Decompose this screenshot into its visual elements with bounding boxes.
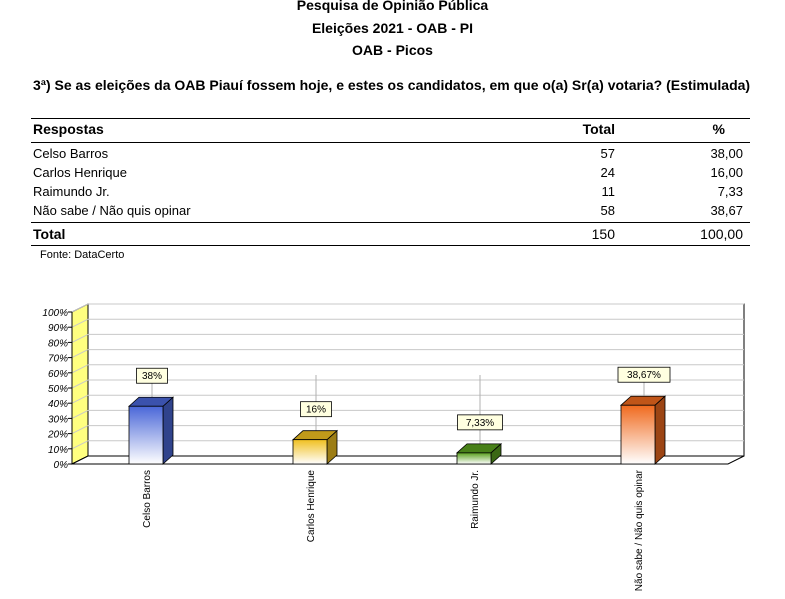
row-total: 58: [600, 203, 615, 218]
row-percent: 7,33: [717, 184, 743, 199]
row-percent: 38,00: [710, 146, 743, 161]
row-percent: 16,00: [710, 165, 743, 180]
y-tick-label: 30%: [48, 414, 68, 425]
y-tick-label: 0%: [54, 460, 69, 471]
data-label-box: [300, 401, 332, 418]
x-category-label: Raimundo Jr.: [470, 470, 481, 529]
table-bottom-rule: [31, 245, 750, 246]
row-percent: 38,67: [710, 203, 743, 218]
table-header-rule: [31, 142, 750, 143]
y-gridline-diagonal: [71, 425, 89, 435]
data-label-box: [136, 367, 168, 384]
y-tick-label: 20%: [47, 430, 68, 441]
y-gridline-diagonal: [71, 394, 89, 404]
data-label: 7,33%: [466, 418, 494, 429]
data-label: 16%: [306, 405, 326, 416]
y-tick-label: 90%: [48, 323, 68, 334]
y-tick-label: 40%: [48, 399, 68, 410]
data-label: 38%: [142, 371, 162, 382]
row-label: Celso Barros: [33, 146, 109, 161]
bar: [620, 404, 656, 465]
y-gridline-diagonal: [71, 364, 89, 374]
report-title: Pesquisa de Opinião Pública: [296, 0, 489, 13]
bar: [292, 439, 328, 465]
y-gridline-diagonal: [71, 333, 89, 343]
y-gridline-diagonal: [71, 440, 89, 450]
x-category-label: Não sabe / Não quis opinar: [634, 469, 645, 591]
table-total-rule: [31, 222, 750, 223]
table-top-rule: [31, 118, 750, 119]
bar: [128, 405, 164, 465]
y-tick-label: 80%: [48, 338, 68, 349]
row-total: 11: [601, 184, 616, 199]
data-label-box: [617, 366, 671, 383]
source-note: Fonte: DataCerto: [40, 249, 125, 261]
row-label: Carlos Henrique: [33, 165, 127, 180]
row-total: 57: [600, 146, 615, 161]
y-gridline-diagonal: [71, 303, 89, 313]
y-tick-label: 10%: [48, 445, 68, 456]
col-header-respostas: Respostas: [33, 121, 104, 137]
report-location: OAB - Picos: [352, 42, 433, 58]
bar: [456, 452, 492, 465]
x-category-label: Celso Barros: [142, 470, 153, 528]
total-percent: 100,00: [700, 226, 743, 242]
y-gridline-diagonal: [71, 379, 89, 389]
data-label: 38,67%: [627, 370, 661, 381]
y-gridline-diagonal: [71, 318, 89, 328]
row-total: 24: [600, 165, 615, 180]
y-tick-label: 100%: [42, 308, 68, 319]
bar-side: [162, 396, 174, 465]
question-text: 3ª) Se as eleições da OAB Piauí fossem h…: [33, 77, 751, 93]
row-label: Não sabe / Não quis opinar: [33, 203, 191, 218]
report-subtitle: Eleições 2021 - OAB - PI: [311, 20, 474, 36]
y-gridline-diagonal: [71, 409, 89, 419]
data-label-box: [457, 414, 503, 431]
row-label: Raimundo Jr.: [33, 184, 110, 199]
x-category-label: Carlos Henrique: [306, 470, 317, 543]
chart-floor: [71, 455, 745, 465]
total-count: 150: [591, 226, 615, 242]
bar-side: [654, 395, 666, 465]
col-header-percent: %: [712, 121, 725, 137]
total-label: Total: [33, 226, 66, 242]
y-tick-label: 60%: [48, 369, 68, 380]
y-tick-label: 70%: [48, 354, 68, 365]
col-header-total: Total: [582, 121, 615, 137]
y-gridline-diagonal: [71, 349, 89, 359]
bar-chart: 0% 10% 20% 30% 40% 50% 60% 70% 80% 90% 100% 38% Cels…: [42, 303, 745, 591]
y-tick-label: 50%: [48, 384, 68, 395]
